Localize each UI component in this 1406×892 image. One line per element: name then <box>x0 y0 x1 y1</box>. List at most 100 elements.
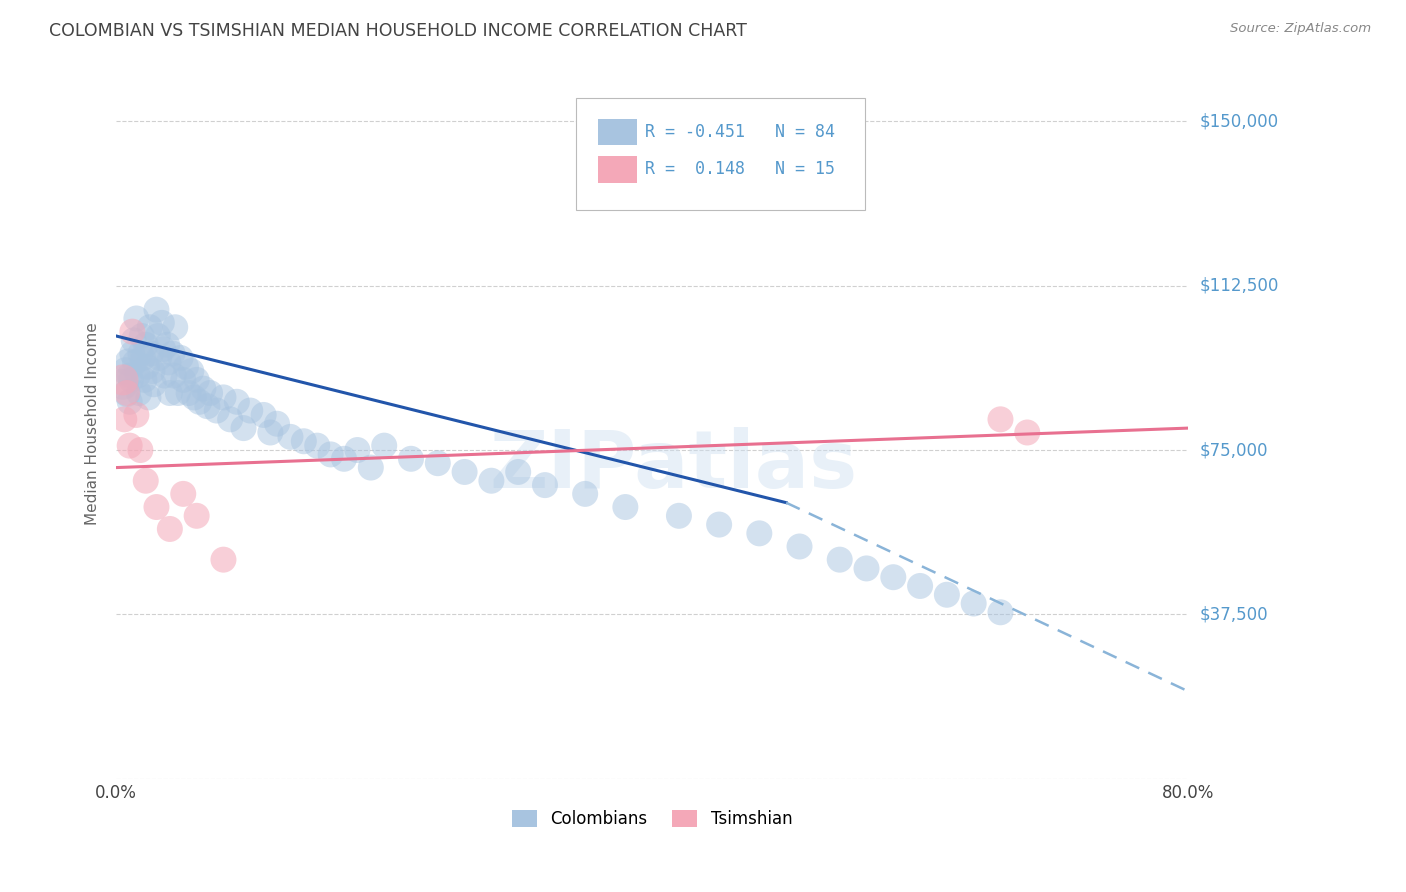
Point <box>139 346 162 360</box>
Point <box>534 478 557 492</box>
Legend: Colombians, Tsimshian: Colombians, Tsimshian <box>505 803 799 835</box>
Point <box>159 386 181 401</box>
Point <box>115 386 138 401</box>
Point <box>129 346 152 360</box>
Point <box>399 451 422 466</box>
Text: R = -0.451   N = 84: R = -0.451 N = 84 <box>645 123 835 141</box>
Point <box>141 364 163 378</box>
Point <box>360 460 382 475</box>
Point <box>153 368 176 383</box>
Point <box>307 439 329 453</box>
Point <box>159 522 181 536</box>
Point <box>508 465 530 479</box>
Point <box>118 368 141 383</box>
Point <box>127 368 149 383</box>
Point <box>114 364 136 378</box>
Point <box>186 508 208 523</box>
Point <box>172 373 194 387</box>
Point <box>121 325 143 339</box>
Point <box>186 373 208 387</box>
Text: $37,500: $37,500 <box>1199 606 1268 624</box>
Point <box>963 597 986 611</box>
Point <box>125 408 148 422</box>
Text: R =  0.148   N = 15: R = 0.148 N = 15 <box>645 161 835 178</box>
Point <box>150 316 173 330</box>
Point <box>614 500 637 514</box>
Point <box>232 421 254 435</box>
Point <box>253 408 276 422</box>
Point <box>180 364 202 378</box>
Point <box>177 386 200 401</box>
Point <box>239 403 262 417</box>
Point <box>117 355 139 369</box>
Point <box>172 487 194 501</box>
Point <box>142 377 165 392</box>
Point <box>789 540 811 554</box>
Point <box>479 474 502 488</box>
Point <box>748 526 770 541</box>
Text: $112,500: $112,500 <box>1199 277 1278 294</box>
Point <box>128 386 150 401</box>
Point <box>183 391 205 405</box>
Point <box>135 338 157 352</box>
Point <box>707 517 730 532</box>
Text: $75,000: $75,000 <box>1199 441 1268 459</box>
Point <box>118 394 141 409</box>
Point <box>193 382 215 396</box>
Point <box>138 391 160 405</box>
Point <box>124 355 146 369</box>
Point <box>162 346 184 360</box>
Text: Source: ZipAtlas.com: Source: ZipAtlas.com <box>1230 22 1371 36</box>
Point <box>319 447 342 461</box>
Y-axis label: Median Household Income: Median Household Income <box>86 322 100 525</box>
Point <box>990 412 1012 426</box>
Point <box>163 368 186 383</box>
Point <box>121 346 143 360</box>
Point <box>120 373 142 387</box>
Point <box>292 434 315 449</box>
Point <box>225 394 247 409</box>
Point <box>259 425 281 440</box>
Point <box>266 417 288 431</box>
Point <box>219 412 242 426</box>
Point <box>205 403 228 417</box>
Point <box>198 386 221 401</box>
Point <box>195 399 218 413</box>
Point <box>574 487 596 501</box>
Point <box>167 386 190 401</box>
Point <box>333 451 356 466</box>
Text: COLOMBIAN VS TSIMSHIAN MEDIAN HOUSEHOLD INCOME CORRELATION CHART: COLOMBIAN VS TSIMSHIAN MEDIAN HOUSEHOLD … <box>49 22 747 40</box>
Point <box>136 359 159 374</box>
Point <box>373 439 395 453</box>
Point <box>111 377 134 392</box>
Point <box>118 439 141 453</box>
Point <box>828 552 851 566</box>
Point <box>131 329 153 343</box>
Point <box>115 386 138 401</box>
Point <box>111 373 134 387</box>
Point <box>169 351 191 365</box>
Point <box>165 320 187 334</box>
Point <box>1017 425 1039 440</box>
Point <box>174 359 197 374</box>
Point <box>157 355 180 369</box>
Point <box>990 605 1012 619</box>
Text: ZIPatlas: ZIPatlas <box>489 427 858 506</box>
Point <box>139 320 162 334</box>
Point <box>122 334 145 348</box>
Point <box>935 588 957 602</box>
Point <box>188 394 211 409</box>
Point <box>212 552 235 566</box>
Point <box>212 391 235 405</box>
Point <box>135 474 157 488</box>
Point <box>132 351 155 365</box>
Point <box>882 570 904 584</box>
Point <box>346 443 368 458</box>
Point <box>146 329 169 343</box>
Point <box>148 351 170 365</box>
Point <box>145 302 167 317</box>
Point <box>156 338 179 352</box>
Point <box>453 465 475 479</box>
Point <box>668 508 690 523</box>
Point <box>152 342 174 356</box>
